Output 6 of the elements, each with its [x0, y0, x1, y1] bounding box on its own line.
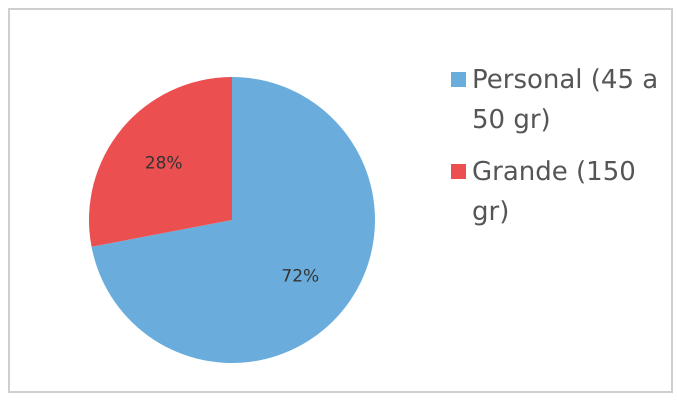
data-label: 72% — [281, 266, 320, 287]
legend-label: Grande (150 gr) — [472, 156, 637, 229]
pie-slice — [92, 77, 375, 363]
legend-label: Personal (45 a 50 gr) — [472, 64, 660, 137]
data-label: 28% — [144, 153, 183, 174]
pie-slice — [89, 77, 232, 247]
